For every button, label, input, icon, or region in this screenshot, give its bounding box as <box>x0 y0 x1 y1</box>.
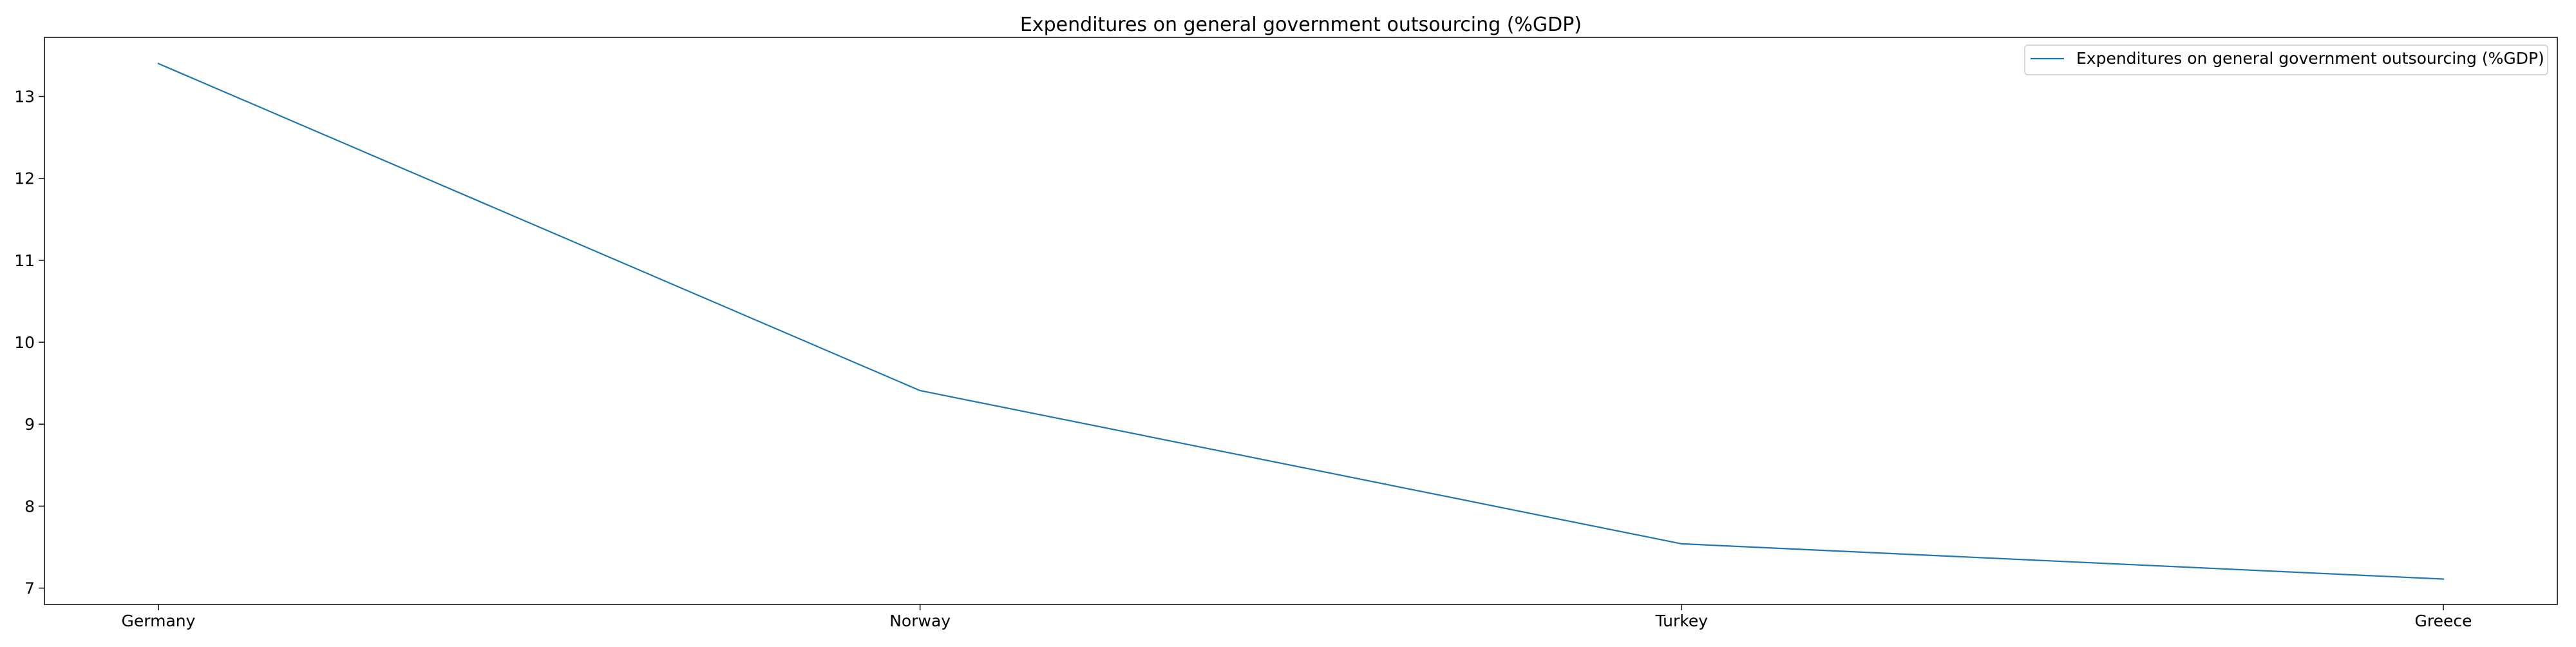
y-tick-label: 7 <box>24 579 35 598</box>
legend-label: Expenditures on general government outso… <box>2076 49 2544 68</box>
y-tick-label: 8 <box>24 497 35 516</box>
y-tick-label: 10 <box>14 333 35 352</box>
y-axis: 7 8 9 10 11 12 13 <box>14 88 44 598</box>
x-axis: Germany Norway Turkey Greece <box>122 604 2472 630</box>
x-tick-label: Greece <box>2415 612 2472 630</box>
series-layer <box>157 63 2445 580</box>
x-tick-label: Norway <box>889 612 951 630</box>
y-tick-label: 13 <box>14 88 35 106</box>
x-tick-label: Germany <box>122 612 196 630</box>
legend-box <box>2024 44 2548 75</box>
y-tick-label: 11 <box>14 251 35 270</box>
y-tick-label: 12 <box>14 169 35 188</box>
series-line <box>157 63 2445 580</box>
plot-area-frame <box>44 37 2558 605</box>
legend: Expenditures on general government outso… <box>2024 44 2548 75</box>
chart-title: Expenditures on general government outso… <box>1020 14 1582 36</box>
x-tick-label: Turkey <box>1655 612 1709 630</box>
y-tick-label: 9 <box>24 415 35 434</box>
